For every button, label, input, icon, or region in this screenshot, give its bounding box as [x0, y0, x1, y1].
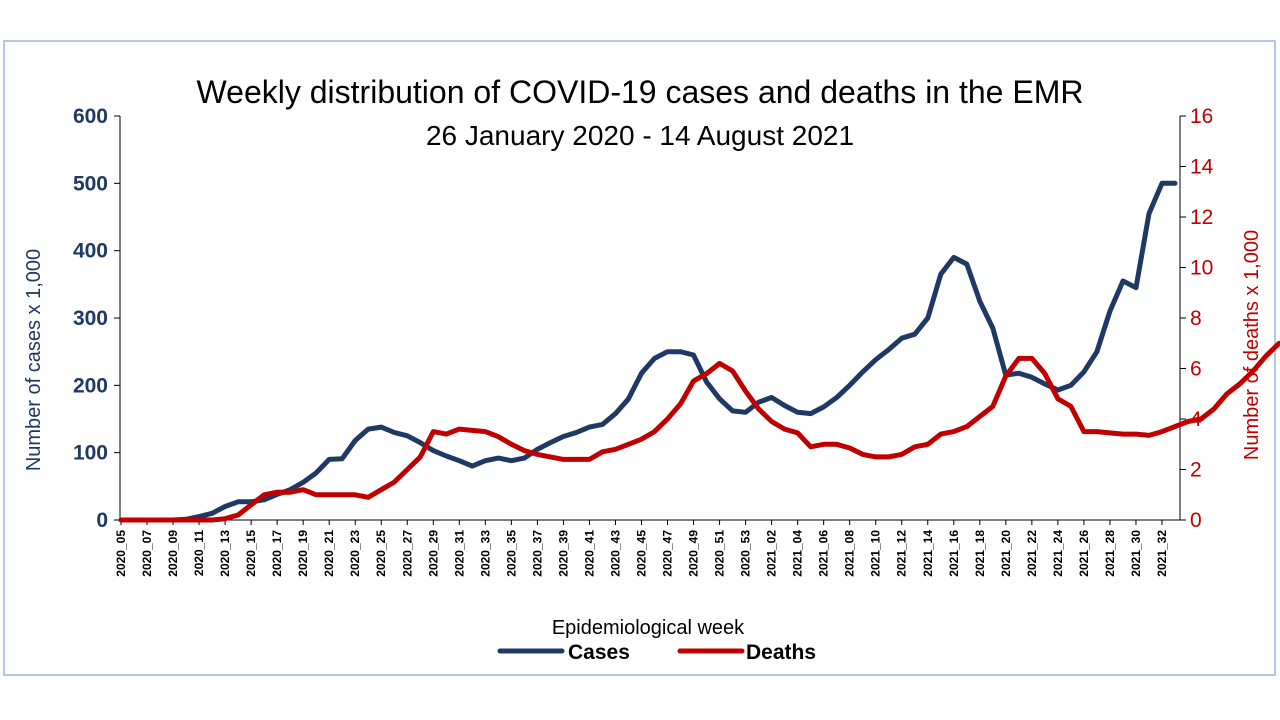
x-tick-label: 2021_30 — [1129, 530, 1143, 577]
x-tick-label: 2020_11 — [192, 530, 206, 576]
x-tick-label: 2020_47 — [661, 530, 675, 577]
x-tick-label: 2020_41 — [582, 530, 596, 577]
legend-cases-label: Cases — [568, 641, 630, 664]
y-right-tick-label: 14 — [1190, 156, 1214, 179]
x-tick-label: 2020_23 — [348, 530, 362, 577]
y-right-tick-label: 2 — [1190, 459, 1202, 482]
y-right-tick-label: 16 — [1190, 105, 1213, 128]
x-tick-label: 2021_16 — [947, 530, 961, 577]
y-left-tick-label: 500 — [73, 172, 108, 195]
x-tick-label: 2020_33 — [478, 530, 492, 577]
y-right-tick-label: 6 — [1190, 358, 1202, 381]
series-line-cases — [118, 180, 1178, 523]
x-tick-label: 2020_27 — [400, 530, 414, 577]
x-tick-label: 2021_20 — [999, 530, 1013, 577]
x-tick-label: 2020_07 — [140, 530, 154, 577]
x-tick-label: 2021_14 — [921, 530, 935, 577]
series-lines — [118, 180, 1280, 523]
axes — [119, 116, 1181, 521]
x-axis-ticks: 2020_05 2020_07 2020_09 2020_11 2020_13 2020_… — [114, 520, 1169, 577]
y-left-tick-label: 200 — [73, 374, 108, 397]
y-right-tick-label: 8 — [1190, 307, 1202, 330]
x-tick-label: 2020_37 — [530, 530, 544, 577]
y-axis-left-ticks: 0 100 200 300 400 500 600 — [73, 105, 120, 532]
chart-subtitle: 26 January 2020 - 14 August 2021 — [426, 120, 854, 151]
y-left-tick-label: 600 — [73, 105, 108, 128]
x-tick-label: 2020_51 — [713, 530, 727, 577]
x-tick-label: 2021_04 — [791, 530, 805, 577]
y-right-tick-label: 0 — [1190, 509, 1202, 532]
y-left-tick-label: 300 — [73, 307, 108, 330]
x-tick-label: 2020_53 — [739, 530, 753, 577]
x-tick-label: 2020_25 — [374, 530, 388, 577]
x-tick-label: 2020_43 — [608, 530, 622, 577]
x-tick-label: 2020_39 — [556, 530, 570, 577]
x-axis-label: Epidemiological week — [552, 617, 745, 639]
x-tick-label: 2021_06 — [817, 530, 831, 577]
x-tick-label: 2020_15 — [244, 530, 258, 577]
x-tick-label: 2021_32 — [1155, 530, 1169, 577]
y-axis-left-label: Number of cases x 1,000 — [23, 249, 45, 471]
x-tick-label: 2021_10 — [869, 530, 883, 577]
x-tick-label: 2020_05 — [114, 530, 128, 577]
x-tick-label: 2020_45 — [634, 530, 648, 577]
x-tick-label: 2020_49 — [687, 530, 701, 577]
chart-frame — [3, 40, 1276, 676]
x-tick-label: 2020_17 — [270, 530, 284, 577]
x-tick-label: 2020_29 — [426, 530, 440, 577]
y-right-tick-label: 10 — [1190, 257, 1213, 280]
legend-deaths-label: Deaths — [746, 641, 816, 664]
y-left-tick-label: 400 — [73, 240, 108, 263]
series-line-deaths — [118, 340, 1280, 523]
x-tick-label: 2021_24 — [1051, 530, 1065, 577]
x-tick-label: 2020_19 — [296, 530, 310, 577]
legend: Cases Deaths — [497, 641, 816, 664]
y-axis-right-label: Number of deaths x 1,000 — [1241, 230, 1263, 460]
x-tick-label: 2021_08 — [843, 530, 857, 577]
x-tick-label: 2021_02 — [765, 530, 779, 577]
x-tick-label: 2020_21 — [322, 530, 336, 577]
x-tick-label: 2021_22 — [1025, 530, 1039, 577]
y-left-tick-label: 0 — [96, 509, 108, 532]
y-right-tick-label: 12 — [1190, 206, 1213, 229]
x-tick-label: 2020_09 — [166, 530, 180, 577]
x-tick-label: 2021_26 — [1077, 530, 1091, 577]
y-left-tick-label: 100 — [73, 442, 108, 465]
x-tick-label: 2020_31 — [452, 530, 466, 577]
x-tick-label: 2021_12 — [895, 530, 909, 577]
x-tick-label: 2020_35 — [504, 530, 518, 577]
x-tick-label: 2020_13 — [218, 530, 232, 577]
chart-title: Weekly distribution of COVID-19 cases an… — [197, 74, 1084, 110]
x-tick-label: 2021_18 — [973, 530, 987, 577]
x-tick-label: 2021_28 — [1103, 530, 1117, 577]
